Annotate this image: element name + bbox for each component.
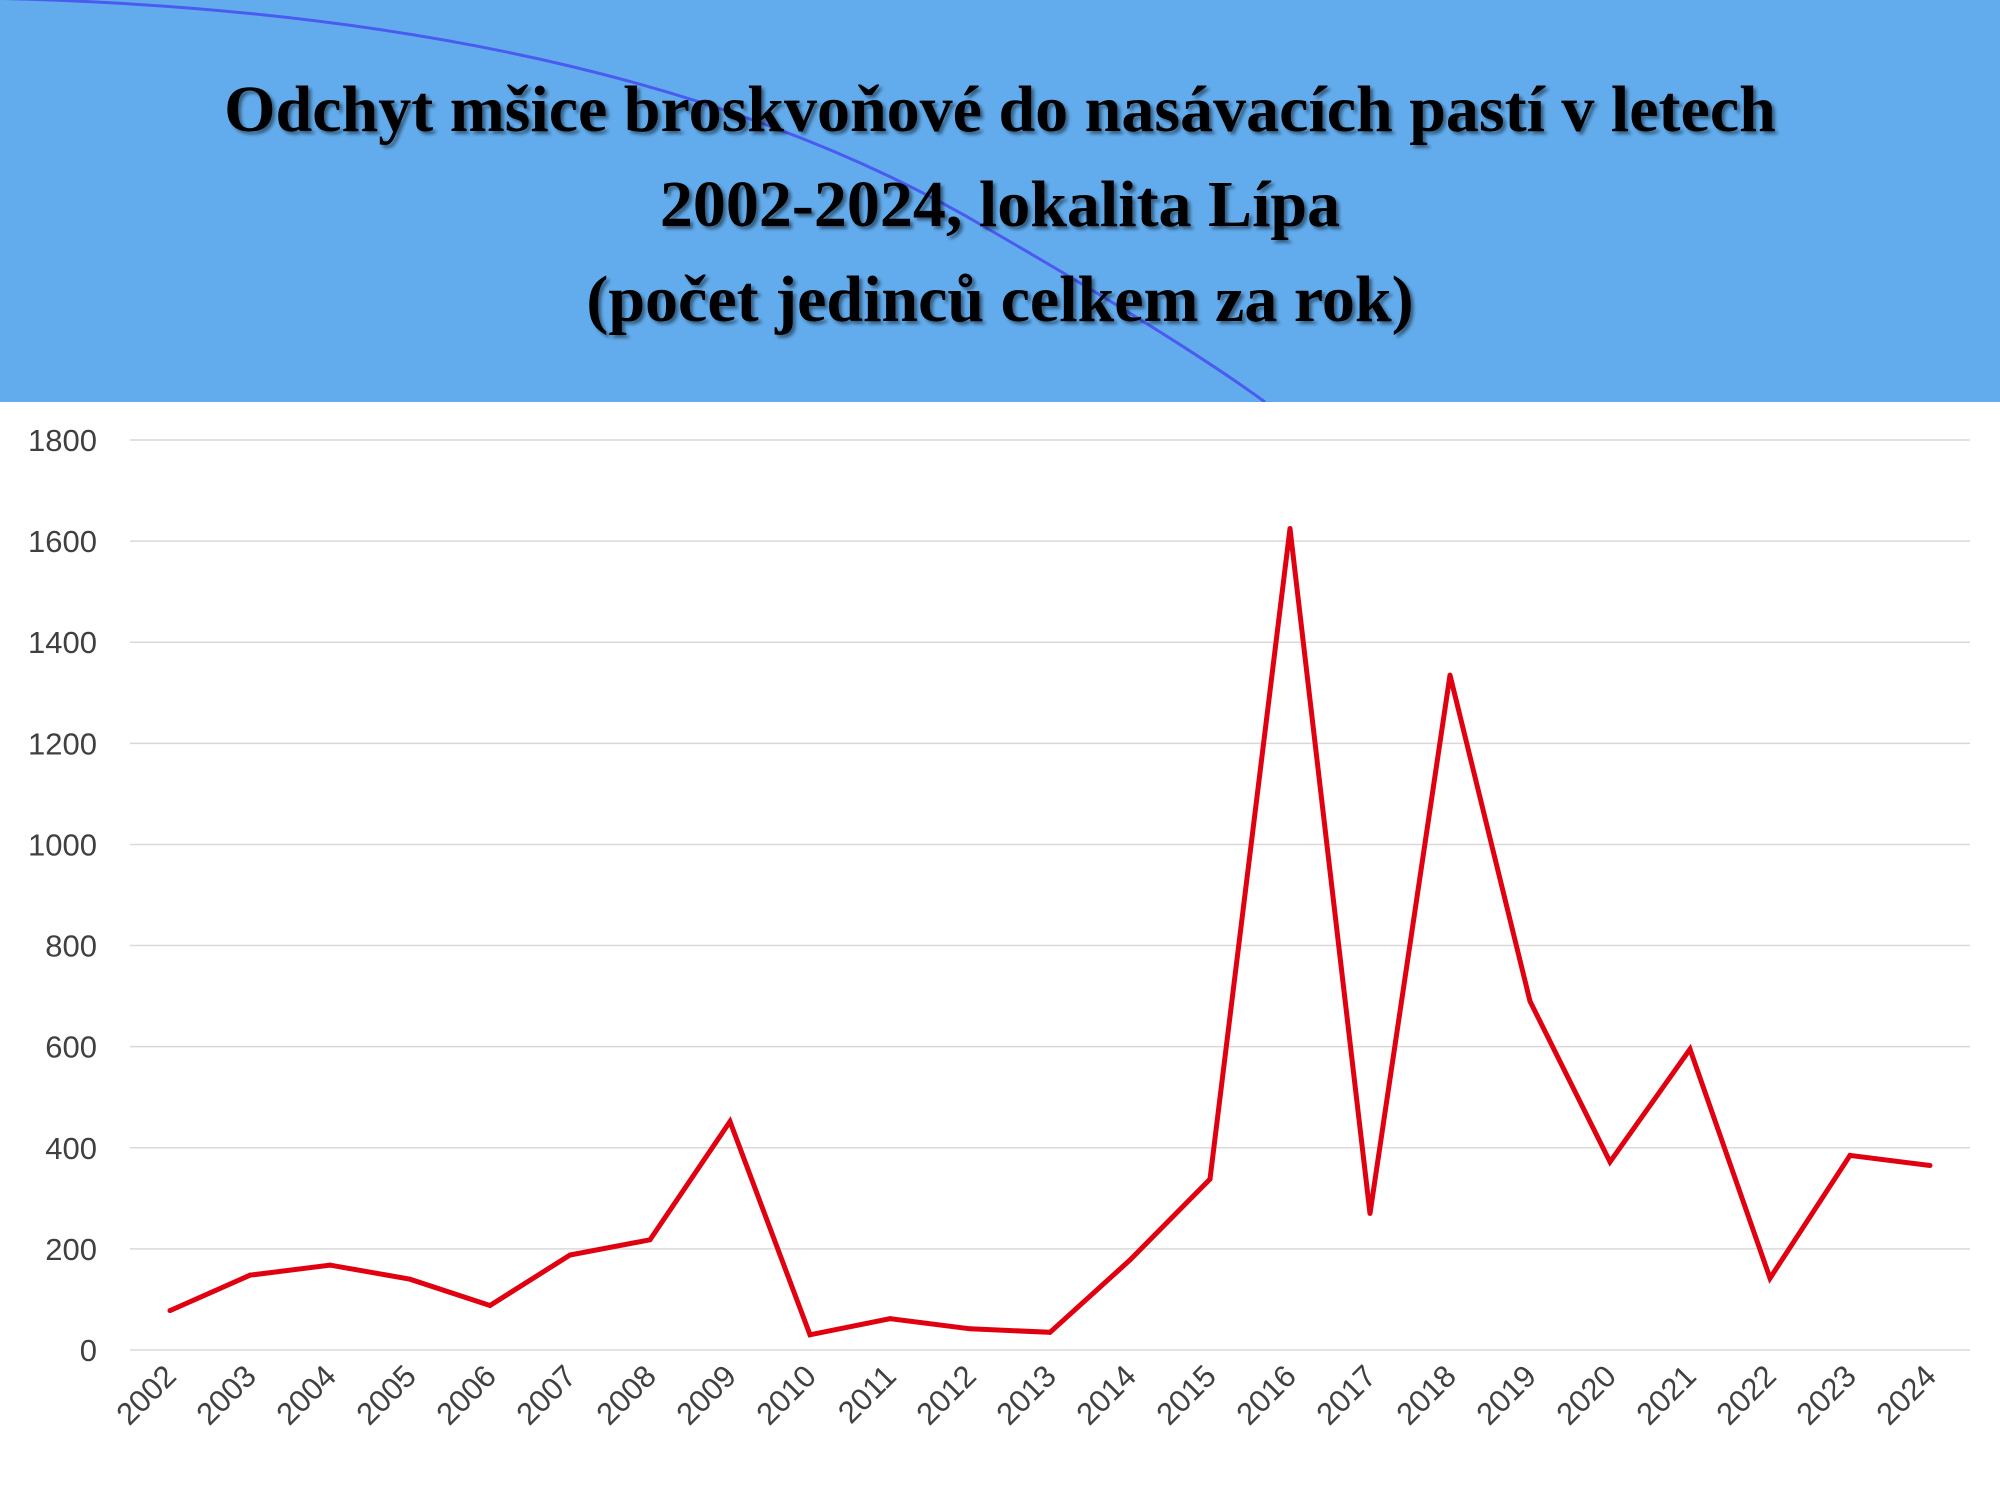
x-tick-label-2020: 2020	[1549, 1358, 1623, 1432]
x-tick-label-2006: 2006	[429, 1358, 503, 1432]
y-tick-label-600: 600	[45, 1030, 97, 1065]
data-point-2007	[567, 1252, 573, 1258]
x-tick-label-2012: 2012	[909, 1358, 983, 1432]
x-tick-label-2004: 2004	[269, 1358, 343, 1432]
x-tick-label-2018: 2018	[1389, 1358, 1463, 1432]
gridlines	[130, 439, 1970, 1351]
x-axis-ticks: 2002 2003 2004 2005 2006 2007 2008 2009 2010 2011…	[109, 1358, 1943, 1432]
series	[167, 525, 1933, 1338]
data-point-2018	[1447, 672, 1453, 678]
x-tick-label-2002: 2002	[109, 1358, 183, 1432]
x-tick-label-2016: 2016	[1229, 1358, 1303, 1432]
y-tick-label-0: 0	[80, 1333, 97, 1368]
y-tick-label-1400: 1400	[28, 625, 97, 660]
data-point-2009	[727, 1118, 733, 1124]
x-tick-label-2010: 2010	[749, 1358, 823, 1432]
x-tick-label-2021: 2021	[1629, 1358, 1703, 1432]
data-point-2006	[487, 1303, 493, 1309]
y-tick-label-1000: 1000	[28, 827, 97, 862]
data-point-2013	[1047, 1329, 1053, 1335]
data-point-2017	[1367, 1211, 1373, 1216]
data-point-2004	[327, 1262, 333, 1268]
data-point-2024	[1927, 1162, 1933, 1168]
data-point-2019	[1527, 998, 1533, 1004]
y-tick-label-1800: 1800	[28, 423, 97, 458]
data-point-2020	[1607, 1159, 1613, 1165]
y-axis-ticks: 0 200 400 600 800 1000 1200 1400 1600 1800	[28, 423, 97, 1368]
x-tick-label-2011: 2011	[831, 1358, 903, 1430]
x-tick-label-2023: 2023	[1789, 1358, 1863, 1432]
y-tick-label-1600: 1600	[28, 524, 97, 559]
chart-title-line-2: 2002-2024, lokalita Lípa	[659, 168, 1341, 241]
data-point-2016	[1287, 525, 1293, 531]
x-tick-label-2013: 2013	[989, 1358, 1063, 1432]
data-point-2010	[807, 1332, 813, 1338]
chart-title-line-3: (počet jedinců celkem za rok)	[586, 263, 1414, 336]
data-point-2014	[1127, 1257, 1133, 1263]
x-tick-label-2014: 2014	[1069, 1358, 1143, 1432]
data-point-2012	[967, 1326, 973, 1332]
banner-decoration	[1, 0, 1266, 402]
y-tick-label-200: 200	[45, 1232, 97, 1267]
data-point-2003	[247, 1272, 253, 1278]
line-chart: 0 200 400 600 800 1000 1200 1400 1600 1800 2002 20…	[0, 402, 2000, 1500]
data-point-2015	[1207, 1176, 1213, 1182]
data-point-2022	[1767, 1275, 1773, 1281]
x-tick-label-2009: 2009	[669, 1358, 743, 1432]
x-tick-label-2007: 2007	[509, 1358, 583, 1432]
y-tick-label-800: 800	[45, 929, 97, 964]
x-tick-label-2005: 2005	[349, 1358, 423, 1432]
data-point-2008	[647, 1237, 653, 1243]
data-point-2011	[887, 1316, 893, 1322]
data-point-2021	[1687, 1046, 1693, 1052]
y-tick-label-400: 400	[45, 1131, 97, 1166]
x-tick-label-2015: 2015	[1149, 1358, 1223, 1432]
series-line-0	[168, 528, 1931, 1338]
x-tick-label-2008: 2008	[589, 1358, 663, 1432]
y-tick-label-1200: 1200	[28, 726, 97, 761]
banner-arc-decoration	[1, 0, 1266, 402]
x-tick-label-2022: 2022	[1709, 1358, 1783, 1432]
data-point-2002	[167, 1308, 173, 1314]
data-point-2023	[1847, 1152, 1853, 1158]
x-tick-label-2017: 2017	[1309, 1358, 1383, 1432]
x-tick-label-2003: 2003	[189, 1358, 263, 1432]
chart-title: Odchyt mšice broskvoňové do nasávacích p…	[40, 62, 1960, 347]
title-banner: Odchyt mšice broskvoňové do nasávacích p…	[0, 0, 2000, 402]
x-tick-label-2019: 2019	[1469, 1358, 1543, 1432]
x-tick-label-2024: 2024	[1869, 1358, 1943, 1432]
data-point-2005	[407, 1276, 413, 1282]
chart-title-line-1: Odchyt mšice broskvoňové do nasávacích p…	[224, 73, 1776, 146]
